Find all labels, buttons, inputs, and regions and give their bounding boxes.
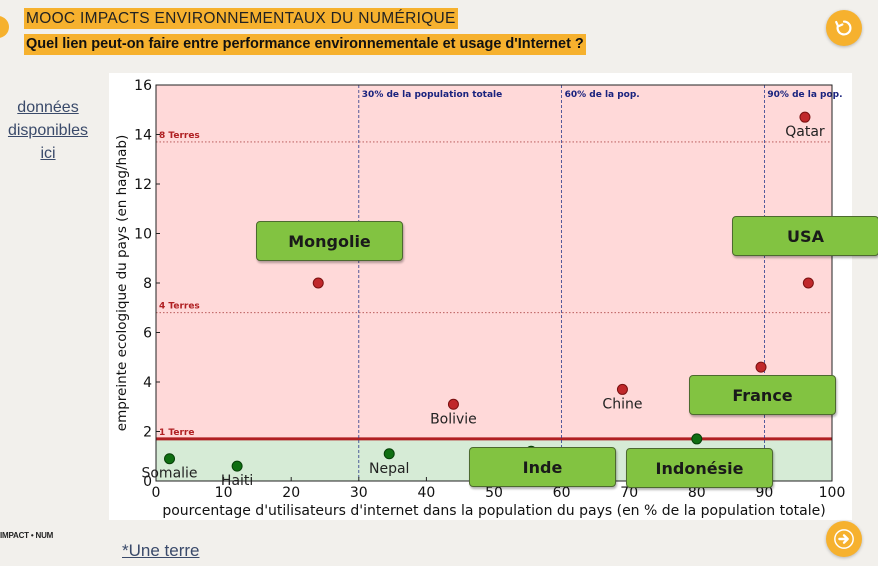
y-tick-label-4: 8 — [143, 276, 152, 292]
point-label-10: Qatar — [785, 124, 825, 140]
data-point-1 — [231, 460, 243, 472]
usa-button[interactable]: USA — [732, 216, 878, 256]
y-tick-label-7: 14 — [134, 128, 152, 144]
chart: 8 Terres 4 Terres 1 Terre 30% de la populat… — [109, 73, 878, 520]
data-point-2 — [383, 448, 395, 460]
data-point-8 — [755, 361, 767, 373]
scatter-chart: 8 Terres 4 Terres 1 Terre 30% de la populat… — [114, 78, 846, 519]
hline-label-2: 1 Terre — [159, 428, 194, 438]
x-tick-label-8: 80 — [688, 485, 706, 501]
page-question: Quel lien peut-on faire entre performanc… — [24, 34, 586, 55]
vline-label-2: 90% de la pop. — [767, 90, 842, 100]
next-button[interactable] — [826, 521, 862, 557]
x-tick-label-1: 10 — [215, 485, 233, 501]
course-title: MOOC IMPACTS ENVIRONNEMENTAUX DU NUMÉRIQ… — [24, 8, 458, 29]
footnote-link[interactable]: *Une terre — [122, 541, 200, 560]
point-label-0: Somalie — [141, 466, 197, 482]
vline-label-0: 30% de la population totale — [362, 90, 502, 100]
data-point-0 — [164, 453, 176, 465]
restart-icon — [835, 20, 852, 36]
data-link[interactable]: données disponibles ici — [0, 96, 96, 165]
data-point-5 — [312, 277, 324, 289]
y-tick-label-8: 16 — [134, 78, 152, 94]
data-point-10 — [799, 111, 811, 123]
x-tick-label-3: 30 — [350, 485, 368, 501]
nav-dot — [0, 16, 9, 38]
data-link-line2: disponibles — [7, 122, 89, 139]
data-point-4 — [691, 433, 703, 445]
y-tick-label-6: 12 — [134, 177, 152, 193]
point-label-1: Haiti — [221, 473, 253, 489]
point-label-7: Chine — [602, 396, 642, 412]
france-button[interactable]: France — [689, 375, 836, 415]
y-tick-label-2: 4 — [143, 375, 152, 391]
mongolie-button[interactable]: Mongolie — [256, 221, 403, 261]
y-tick-label-1: 2 — [143, 425, 152, 441]
x-tick-label-4: 40 — [417, 485, 435, 501]
x-tick-label-2: 20 — [282, 485, 300, 501]
data-point-9 — [802, 277, 814, 289]
x-tick-label-10: 100 — [819, 485, 846, 501]
indonesie-button[interactable]: Indonésie — [626, 448, 773, 488]
x-axis-label: pourcentage d'utilisateurs d'internet da… — [162, 503, 825, 519]
restart-button[interactable] — [826, 10, 862, 46]
data-point-6 — [447, 398, 459, 410]
x-tick-label-6: 60 — [553, 485, 571, 501]
y-tick-label-3: 6 — [143, 326, 152, 342]
x-tick-label-7: 70 — [620, 485, 638, 501]
inde-button[interactable]: Inde — [469, 447, 616, 487]
impact-num-logo: IMPACT • NUM — [0, 531, 54, 540]
vline-label-1: 60% de la pop. — [565, 90, 640, 100]
hline-label-0: 8 Terres — [159, 131, 200, 141]
data-link-line1: données — [17, 99, 79, 116]
x-tick-label-5: 50 — [485, 485, 503, 501]
arrow-right-icon — [834, 529, 854, 549]
y-tick-label-0: 0 — [143, 474, 152, 490]
point-label-2: Nepal — [369, 461, 409, 477]
x-tick-label-0: 0 — [152, 485, 161, 501]
y-axis-label: empreinte ecologique du pays (en hag/hab… — [114, 135, 130, 431]
data-point-7 — [616, 383, 628, 395]
point-label-6: Bolivie — [430, 411, 477, 427]
y-tick-label-5: 10 — [134, 227, 152, 243]
x-tick-label-9: 90 — [755, 485, 773, 501]
data-link-line3: ici — [40, 145, 56, 162]
hline-label-1: 4 Terres — [159, 302, 200, 312]
